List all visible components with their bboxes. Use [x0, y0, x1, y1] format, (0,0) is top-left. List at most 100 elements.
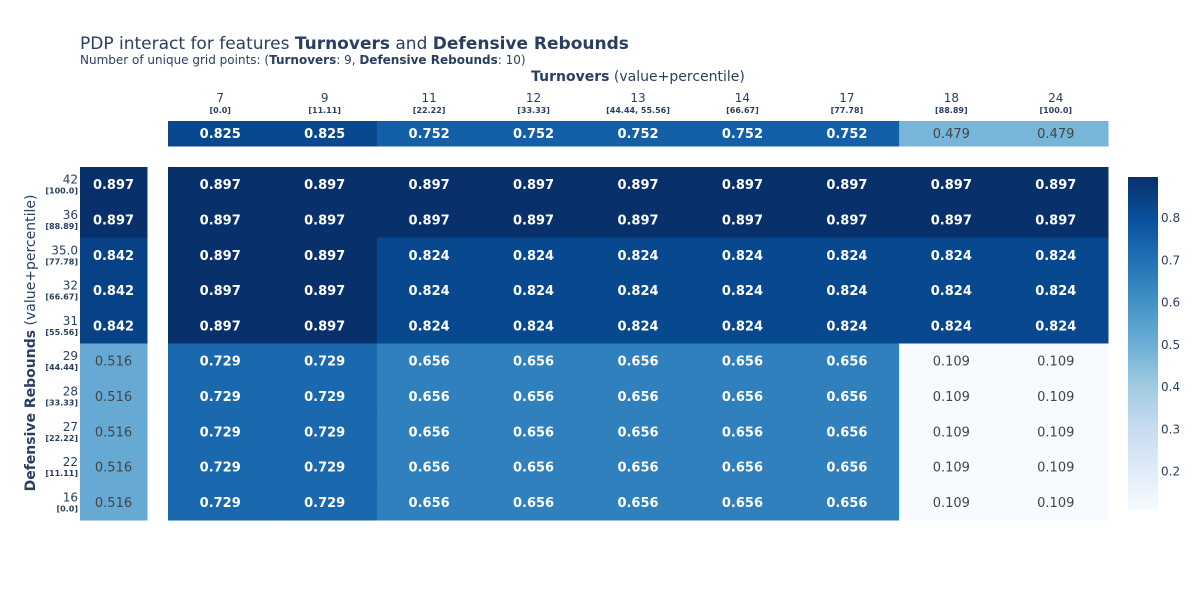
top-marginal-cell-label: 0.825 — [200, 127, 241, 142]
left-marginal-cell — [80, 484, 148, 521]
heatmap-cell-label: 0.656 — [513, 461, 554, 476]
top-marginal-cell — [899, 121, 1005, 147]
y-tick-label: 22 — [63, 455, 78, 469]
heatmap-cell-label: 0.656 — [617, 496, 658, 511]
heatmap-cell-label: 0.656 — [722, 390, 763, 405]
heatmap-cell — [168, 449, 273, 486]
heatmap-cell — [899, 308, 1005, 344]
left-marginal-cell-label: 0.516 — [95, 425, 132, 440]
left-marginal-cell — [80, 378, 148, 415]
heatmap-cell — [481, 378, 587, 415]
heatmap-cell — [899, 343, 1005, 380]
heatmap-cell-label: 0.656 — [409, 355, 450, 370]
heatmap-cell — [168, 378, 273, 415]
heatmap-cell-label: 0.729 — [304, 425, 345, 440]
heatmap-cell — [690, 484, 796, 521]
heatmap-cell-label: 0.824 — [617, 319, 658, 334]
top-marginal-cell-label: 0.752 — [409, 127, 450, 142]
y-axis-title: Defensive Rebounds (value+percentile) — [23, 195, 39, 492]
heatmap-cell — [690, 237, 796, 274]
y-tick-label: 35.0 — [51, 243, 78, 257]
heatmap-cell-label: 0.656 — [513, 390, 554, 405]
heatmap-cell-label: 0.824 — [513, 249, 554, 264]
heatmap-cell-label: 0.109 — [933, 355, 970, 370]
top-marginal-cell-label: 0.752 — [617, 127, 658, 142]
x-tick-percentile: [11.11] — [308, 106, 341, 115]
y-tick-percentile: [66.67] — [45, 293, 78, 302]
heatmap-cell — [585, 308, 691, 344]
y-tick-percentile: [100.0] — [45, 187, 78, 196]
left-marginal-cell-label: 0.897 — [93, 178, 134, 193]
heatmap-cell — [794, 308, 900, 344]
heatmap-cell — [1003, 378, 1109, 415]
heatmap-cell-label: 0.656 — [722, 425, 763, 440]
colorbar-tick-label: 0.2 — [1161, 465, 1180, 479]
heatmap-cell — [899, 414, 1005, 450]
heatmap-cell-label: 0.897 — [409, 178, 450, 193]
heatmap-cell — [272, 167, 378, 203]
heatmap-cell — [376, 449, 482, 486]
y-tick-label: 42 — [63, 173, 78, 187]
left-marginal-cell-label: 0.516 — [95, 496, 132, 511]
heatmap-cell — [168, 202, 273, 239]
heatmap-cell-label: 0.729 — [304, 461, 345, 476]
heatmap-cell — [272, 378, 378, 415]
heatmap-cell — [272, 414, 378, 450]
heatmap-cell-label: 0.729 — [200, 496, 241, 511]
y-tick-labels: 42[100.0] 36[88.89] 35.0[77.78] 32[66.67] 31… — [45, 173, 78, 514]
heatmap-cell-label: 0.656 — [722, 461, 763, 476]
heatmap-cell-label: 0.897 — [200, 213, 241, 228]
heatmap-cell-label: 0.824 — [617, 284, 658, 299]
y-tick-label: 29 — [63, 349, 78, 363]
heatmap-cell-label: 0.897 — [304, 249, 345, 264]
heatmap-cell — [899, 237, 1005, 274]
heatmap-cell-label: 0.656 — [826, 355, 867, 370]
heatmap-cell — [272, 343, 378, 380]
left-marginal-cell-label: 0.516 — [95, 355, 132, 370]
left-marginal-cell — [80, 449, 148, 486]
heatmap-cell-label: 0.729 — [304, 390, 345, 405]
heatmap-cell — [585, 272, 691, 309]
left-marginal-cell — [80, 272, 148, 309]
y-tick-percentile: [0.0] — [57, 504, 78, 513]
heatmap-cell-label: 0.109 — [1037, 355, 1074, 370]
heatmap-cell-label: 0.656 — [722, 496, 763, 511]
left-marginal-cell — [80, 202, 148, 239]
heatmap-cell-label: 0.824 — [826, 319, 867, 334]
heatmap-cell-label: 0.897 — [409, 213, 450, 228]
left-marginal-cell-label: 0.842 — [93, 249, 134, 264]
chart-subtitle: Number of unique grid points: (Turnovers… — [80, 53, 526, 67]
heatmap-cell-label: 0.109 — [1037, 390, 1074, 405]
heatmap-cell-label: 0.729 — [200, 461, 241, 476]
heatmap-cell — [376, 237, 482, 274]
heatmap-cell — [376, 414, 482, 450]
heatmap-cell-label: 0.656 — [409, 496, 450, 511]
heatmap-cell — [272, 202, 378, 239]
top-marginal-cell-label: 0.479 — [1037, 127, 1074, 142]
heatmap-cell-label: 0.897 — [200, 284, 241, 299]
heatmap-cell-label: 0.824 — [722, 319, 763, 334]
heatmap-cell-label: 0.109 — [933, 390, 970, 405]
x-tick-label: 9 — [321, 91, 329, 105]
x-tick-percentile: [77.78] — [831, 106, 864, 115]
left-marginal-heatmap: 0.897 0.897 0.842 0.842 0.842 0.516 0.516 0.516… — [80, 167, 148, 521]
heatmap-cell-label: 0.897 — [617, 178, 658, 193]
y-tick-percentile: [11.11] — [45, 469, 78, 478]
heatmap-cell-label: 0.824 — [1035, 249, 1076, 264]
heatmap-cell — [585, 237, 691, 274]
top-marginal-cell — [1003, 121, 1109, 147]
heatmap-cell-label: 0.897 — [513, 178, 554, 193]
heatmap-cell-label: 0.824 — [931, 284, 972, 299]
heatmap-cell — [794, 414, 900, 450]
heatmap-cell — [585, 343, 691, 380]
x-tick-percentile: [44.44, 55.56] — [606, 106, 670, 115]
heatmap-cell — [1003, 308, 1109, 344]
colorbar: 0.2 0.3 0.4 0.5 0.6 0.7 0.8 — [1128, 177, 1180, 510]
colorbar-tick-label: 0.8 — [1161, 211, 1180, 225]
heatmap-cell-label: 0.824 — [931, 249, 972, 264]
top-marginal-cell — [272, 121, 378, 147]
colorbar-tick-label: 0.3 — [1161, 422, 1180, 436]
x-tick-label: 11 — [421, 91, 436, 105]
heatmap-cell-label: 0.656 — [722, 355, 763, 370]
heatmap-cell — [272, 272, 378, 309]
